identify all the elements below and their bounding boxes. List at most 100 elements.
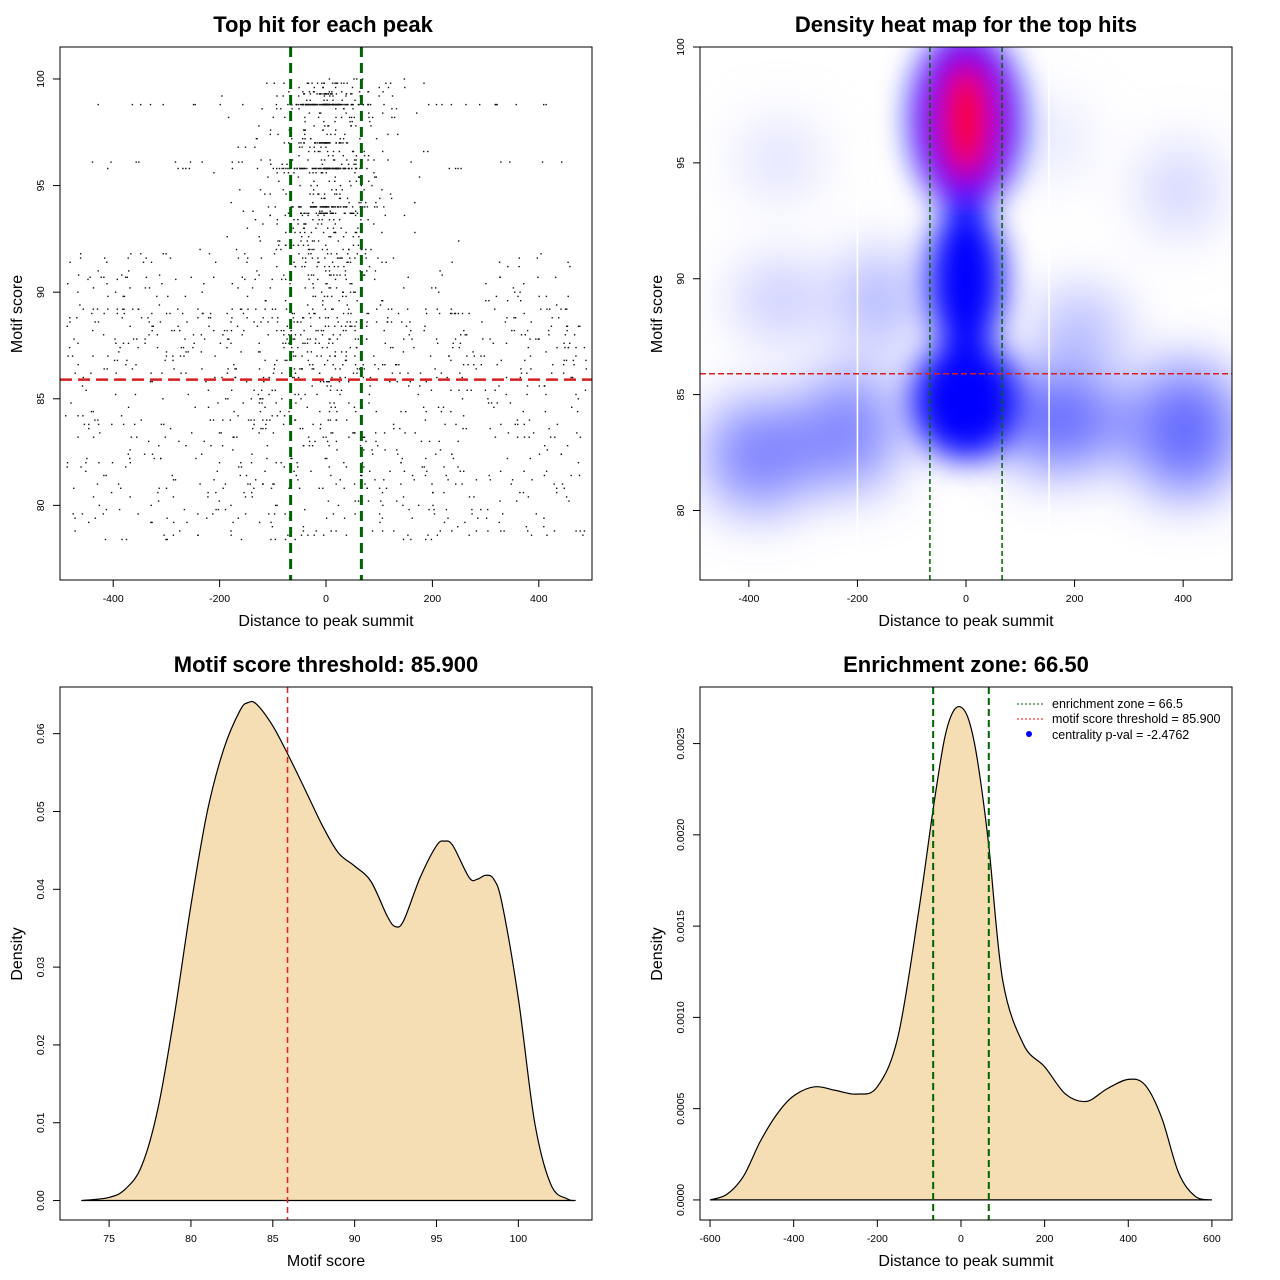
scatter-point bbox=[457, 167, 459, 170]
scatter-point bbox=[246, 261, 248, 263]
scatter-point bbox=[302, 227, 305, 229]
scatter-point bbox=[331, 206, 333, 208]
scatter-point bbox=[522, 491, 525, 494]
heatmap-background-blobs bbox=[705, 100, 1232, 510]
scatter-point bbox=[487, 402, 490, 404]
scatter-point bbox=[239, 189, 241, 191]
scatter-point bbox=[393, 530, 395, 532]
scatter-point bbox=[120, 415, 123, 417]
scatter-point bbox=[319, 427, 321, 430]
scatter-point bbox=[387, 86, 390, 89]
motif-density-panel: Motif score threshold: 85.900 Motif scor… bbox=[9, 652, 593, 1270]
scatter-point bbox=[327, 227, 329, 229]
scatter-point bbox=[331, 206, 334, 208]
scatter-point bbox=[363, 274, 365, 276]
scatter-point bbox=[311, 257, 314, 259]
scatter-point bbox=[360, 219, 362, 221]
scatter-point bbox=[129, 287, 131, 289]
scatter-point bbox=[323, 197, 325, 200]
scatter-point bbox=[314, 206, 317, 208]
scatter-point bbox=[310, 253, 312, 255]
scatter-point bbox=[316, 103, 318, 106]
scatter-point bbox=[326, 93, 328, 95]
scatter-point bbox=[461, 312, 464, 315]
scatter-point bbox=[221, 445, 224, 447]
enrichment-title: Enrichment zone: 66.50 bbox=[843, 652, 1089, 677]
x-tick-label: 0 bbox=[323, 593, 329, 605]
scatter-point bbox=[326, 385, 328, 387]
scatter-point bbox=[337, 265, 339, 268]
scatter-point bbox=[512, 287, 515, 289]
enrichment-x-ticks: -600 -400 -200 0 200 400 600 bbox=[700, 1220, 1221, 1245]
scatter-point bbox=[344, 270, 347, 272]
scatter-point bbox=[73, 487, 75, 489]
scatter-point bbox=[353, 212, 355, 214]
scatter-point bbox=[345, 231, 347, 234]
scatter-point bbox=[356, 372, 358, 374]
scatter-point bbox=[178, 440, 180, 443]
scatter-point bbox=[344, 167, 346, 170]
scatter-point bbox=[279, 240, 281, 242]
scatter-point bbox=[354, 338, 357, 340]
scatter-point bbox=[277, 317, 279, 319]
scatter-point bbox=[322, 167, 324, 170]
scatter-point bbox=[322, 93, 324, 95]
scatter-point bbox=[457, 312, 460, 315]
scatter-point bbox=[277, 133, 279, 136]
scatter-point bbox=[80, 466, 82, 468]
scatter-point bbox=[193, 342, 195, 344]
scatter-point bbox=[527, 346, 529, 349]
scatter-point bbox=[312, 364, 314, 366]
scatter-point bbox=[297, 466, 299, 468]
scatter-point bbox=[320, 103, 323, 106]
scatter-point bbox=[230, 342, 232, 344]
scatter-point bbox=[327, 206, 330, 208]
scatter-point bbox=[203, 338, 206, 340]
scatter-point bbox=[563, 487, 565, 489]
scatter-point bbox=[324, 364, 326, 366]
scatter-point bbox=[324, 93, 326, 95]
scatter-point bbox=[313, 206, 315, 208]
scatter-point bbox=[463, 470, 465, 472]
scatter-point bbox=[458, 240, 460, 242]
scatter-point bbox=[445, 474, 447, 477]
scatter-point bbox=[323, 142, 325, 144]
y-tick-label: 0.04 bbox=[35, 879, 47, 900]
scatter-point bbox=[124, 276, 127, 278]
scatter-point bbox=[132, 308, 134, 310]
scatter-point bbox=[382, 504, 384, 507]
y-tick-label: 95 bbox=[35, 180, 47, 192]
scatter-point bbox=[217, 508, 220, 511]
scatter-point bbox=[347, 167, 349, 170]
scatter-point bbox=[118, 508, 121, 511]
scatter-point bbox=[328, 91, 331, 93]
scatter-point bbox=[302, 167, 304, 170]
scatter-point bbox=[518, 257, 520, 259]
scatter-point bbox=[92, 410, 94, 413]
scatter-point bbox=[450, 308, 453, 310]
scatter-point bbox=[384, 364, 386, 366]
scatter-point bbox=[271, 317, 273, 319]
scatter-point bbox=[321, 248, 324, 251]
scatter-point bbox=[331, 93, 333, 95]
scatter-point bbox=[255, 138, 258, 140]
scatter-point bbox=[355, 210, 357, 212]
scatter-point bbox=[300, 212, 302, 214]
scatter-point bbox=[328, 180, 330, 182]
scatter-point bbox=[213, 479, 215, 481]
scatter-point bbox=[317, 257, 319, 259]
scatter-point bbox=[436, 534, 439, 536]
scatter-point bbox=[307, 244, 309, 246]
scatter-point bbox=[451, 312, 453, 315]
scatter-point bbox=[375, 410, 377, 413]
scatter-point bbox=[210, 445, 212, 447]
scatter-point bbox=[335, 483, 337, 485]
scatter-point bbox=[327, 500, 330, 502]
scatter-point bbox=[338, 219, 341, 221]
scatter-point bbox=[177, 308, 179, 310]
scatter-point bbox=[242, 103, 244, 106]
scatter-point bbox=[354, 167, 357, 170]
scatter-point bbox=[362, 206, 364, 208]
scatter-point bbox=[149, 381, 152, 383]
scatter-point bbox=[145, 257, 147, 259]
